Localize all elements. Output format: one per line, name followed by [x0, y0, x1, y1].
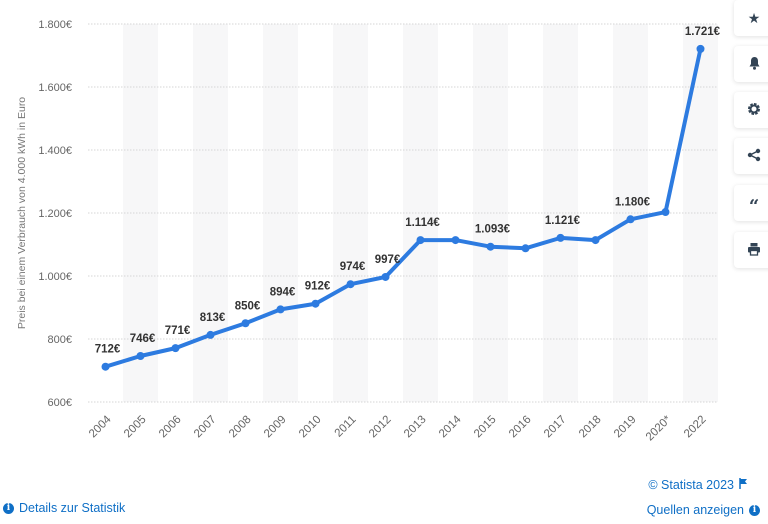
x-tick-label: 2009	[262, 414, 289, 441]
favorite-button[interactable]: ★	[734, 0, 768, 36]
bell-icon	[748, 56, 761, 73]
settings-button[interactable]	[734, 92, 768, 128]
data-point	[311, 299, 320, 308]
y-tick-label: 1.000€	[38, 271, 72, 283]
data-point	[101, 362, 110, 371]
data-point	[171, 344, 180, 353]
data-point	[661, 208, 670, 217]
data-label: 771€	[165, 325, 191, 337]
info-icon: i	[3, 502, 14, 514]
y-tick-label: 1.200€	[38, 208, 72, 220]
x-tick-label: 2004	[87, 413, 114, 440]
line-chart: 600€ 800€ 1.000€ 1.200€ 1.400€ 1.600€ 1.800€ Pr…	[16, 19, 721, 443]
data-label: 912€	[305, 281, 331, 293]
x-tick-label: 2018	[577, 414, 604, 441]
x-tick-label: 2005	[122, 414, 149, 441]
data-label: 1.180€	[615, 196, 651, 208]
data-point	[556, 233, 565, 242]
data-point	[276, 305, 285, 314]
star-icon: ★	[747, 9, 761, 26]
x-tick-label: 2016	[507, 414, 534, 441]
share-icon	[747, 148, 761, 165]
column-band	[193, 24, 228, 402]
print-button[interactable]	[734, 232, 768, 268]
data-point	[136, 352, 145, 361]
data-label: 894€	[270, 286, 296, 298]
x-tick-label: 2019	[612, 414, 639, 441]
data-point	[486, 242, 495, 251]
series-line	[104, 48, 703, 369]
alert-button[interactable]	[734, 46, 768, 82]
gear-icon	[747, 102, 761, 119]
quote-icon: “	[748, 195, 760, 217]
y-axis-label: Preis bei einem Verbrauch von 4.000 kWh …	[16, 97, 28, 329]
data-point	[696, 44, 705, 53]
data-point	[381, 272, 390, 281]
copyright[interactable]: © Statista 2023	[648, 478, 748, 492]
data-label: 997€	[375, 254, 401, 266]
data-label: 813€	[200, 312, 226, 324]
x-tick-label: 2015	[472, 414, 499, 441]
x-tick-label: 2012	[367, 414, 394, 441]
y-tick-label: 1.800€	[38, 19, 72, 31]
data-point	[241, 319, 250, 328]
data-label: 746€	[130, 333, 156, 345]
cite-button[interactable]: “	[734, 185, 768, 221]
x-tick-label: 2010	[297, 414, 324, 441]
data-point	[626, 215, 635, 224]
info-icon: i	[749, 504, 760, 516]
data-label: 1.721€	[685, 26, 721, 38]
data-label: 850€	[235, 300, 261, 312]
share-button[interactable]	[734, 138, 768, 174]
y-tick-label: 1.600€	[38, 82, 72, 94]
x-tick-label: 2022	[682, 414, 709, 441]
data-label: 1.093€	[475, 224, 511, 236]
data-point	[346, 280, 355, 289]
data-label: 1.121€	[545, 215, 581, 227]
sources-link[interactable]: Quellen anzeigen i	[647, 503, 760, 517]
data-point	[206, 330, 215, 339]
print-icon	[747, 242, 761, 259]
data-point	[521, 244, 530, 253]
x-tick-label: 2013	[402, 414, 429, 441]
data-point	[451, 236, 460, 245]
x-tick-label: 2014	[437, 413, 464, 440]
x-tick-label: 2008	[227, 414, 254, 441]
data-label: 712€	[95, 344, 121, 356]
y-tick-label: 1.400€	[38, 145, 72, 157]
data-point	[416, 236, 425, 245]
data-point	[591, 236, 600, 245]
details-link[interactable]: i Details zur Statistik	[3, 501, 125, 515]
data-label: 974€	[340, 261, 366, 273]
x-tick-label: 2007	[192, 414, 219, 441]
y-tick-label: 800€	[48, 334, 72, 346]
data-label: 1.114€	[405, 217, 440, 229]
y-tick-label: 600€	[48, 397, 72, 409]
flag-icon	[739, 478, 748, 492]
x-tick-label: 2020*	[644, 413, 674, 443]
x-tick-label: 2011	[333, 414, 359, 440]
x-tick-label: 2017	[542, 414, 569, 441]
column-band	[403, 24, 438, 402]
column-band	[613, 24, 648, 402]
x-tick-label: 2006	[157, 414, 184, 441]
